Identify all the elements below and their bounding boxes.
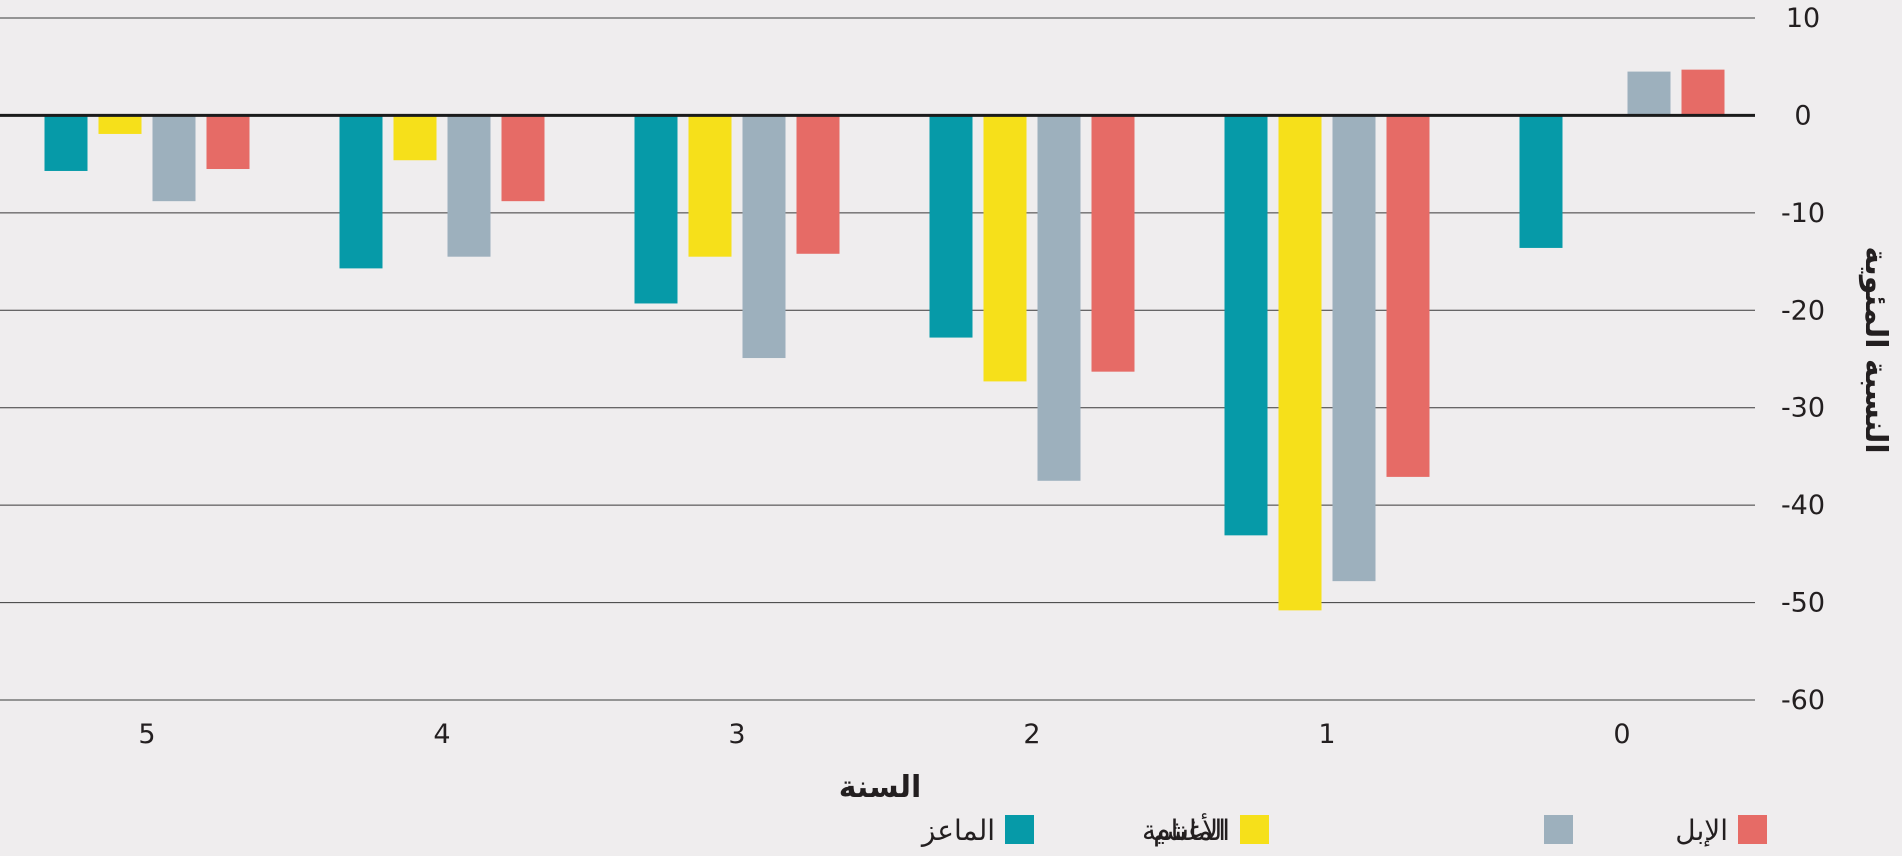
legend-label: الإبل	[1675, 814, 1728, 847]
legend: الإبل الماشية الماعز الأغنام	[920, 812, 1767, 847]
legend-label: الأغنام	[1153, 812, 1226, 847]
legend-swatch	[1544, 815, 1573, 844]
legend-label: الماعز	[920, 814, 995, 847]
bar	[1037, 115, 1081, 481]
y-tick-labels: 10 0 -10 -20 -30 -40 -50 -60	[1781, 3, 1825, 716]
legend-swatch	[1240, 815, 1269, 844]
bar	[1091, 115, 1135, 372]
x-tick-labels: 0 1 2 3 4 5	[138, 719, 1630, 750]
y-tick-label: -30	[1781, 393, 1825, 424]
legend-swatch	[1005, 815, 1034, 844]
bar	[1627, 71, 1671, 116]
bar	[206, 115, 250, 170]
y-tick-label: -60	[1781, 685, 1825, 716]
y-tick-label: -50	[1781, 588, 1825, 619]
bar	[44, 115, 88, 171]
y-tick-label: -20	[1781, 295, 1825, 326]
x-tick-label: 4	[433, 719, 450, 750]
x-axis-title: السنة	[839, 770, 922, 805]
y-tick-label: -40	[1781, 490, 1825, 521]
grid-lines	[0, 17, 1755, 701]
bar	[688, 115, 732, 257]
bar	[98, 115, 142, 134]
y-tick-label: 10	[1786, 3, 1820, 34]
x-tick-label: 0	[1613, 719, 1630, 750]
bar	[1332, 115, 1376, 582]
x-tick-label: 5	[138, 719, 155, 750]
x-tick-label: 3	[728, 719, 745, 750]
y-axis-title: النسبة المئوية	[1858, 246, 1893, 453]
bar	[1278, 115, 1322, 611]
bar	[1224, 115, 1268, 536]
bar	[152, 115, 196, 202]
bars	[44, 69, 1725, 611]
x-tick-label: 2	[1023, 719, 1040, 750]
y-tick-label: -10	[1781, 198, 1825, 229]
bar	[393, 115, 437, 161]
bar	[983, 115, 1027, 382]
bar	[447, 115, 491, 257]
y-tick-label: 0	[1794, 100, 1811, 131]
bar	[796, 115, 840, 254]
legend-swatch	[1738, 815, 1767, 844]
bar	[501, 115, 545, 202]
bar	[742, 115, 786, 359]
bar	[339, 115, 383, 269]
bar	[929, 115, 973, 338]
bar	[634, 115, 678, 304]
bar	[1681, 69, 1725, 116]
x-tick-label: 1	[1318, 719, 1335, 750]
legend-label: الماشية	[1142, 814, 1230, 847]
bar	[1386, 115, 1430, 477]
bar	[1519, 115, 1563, 248]
